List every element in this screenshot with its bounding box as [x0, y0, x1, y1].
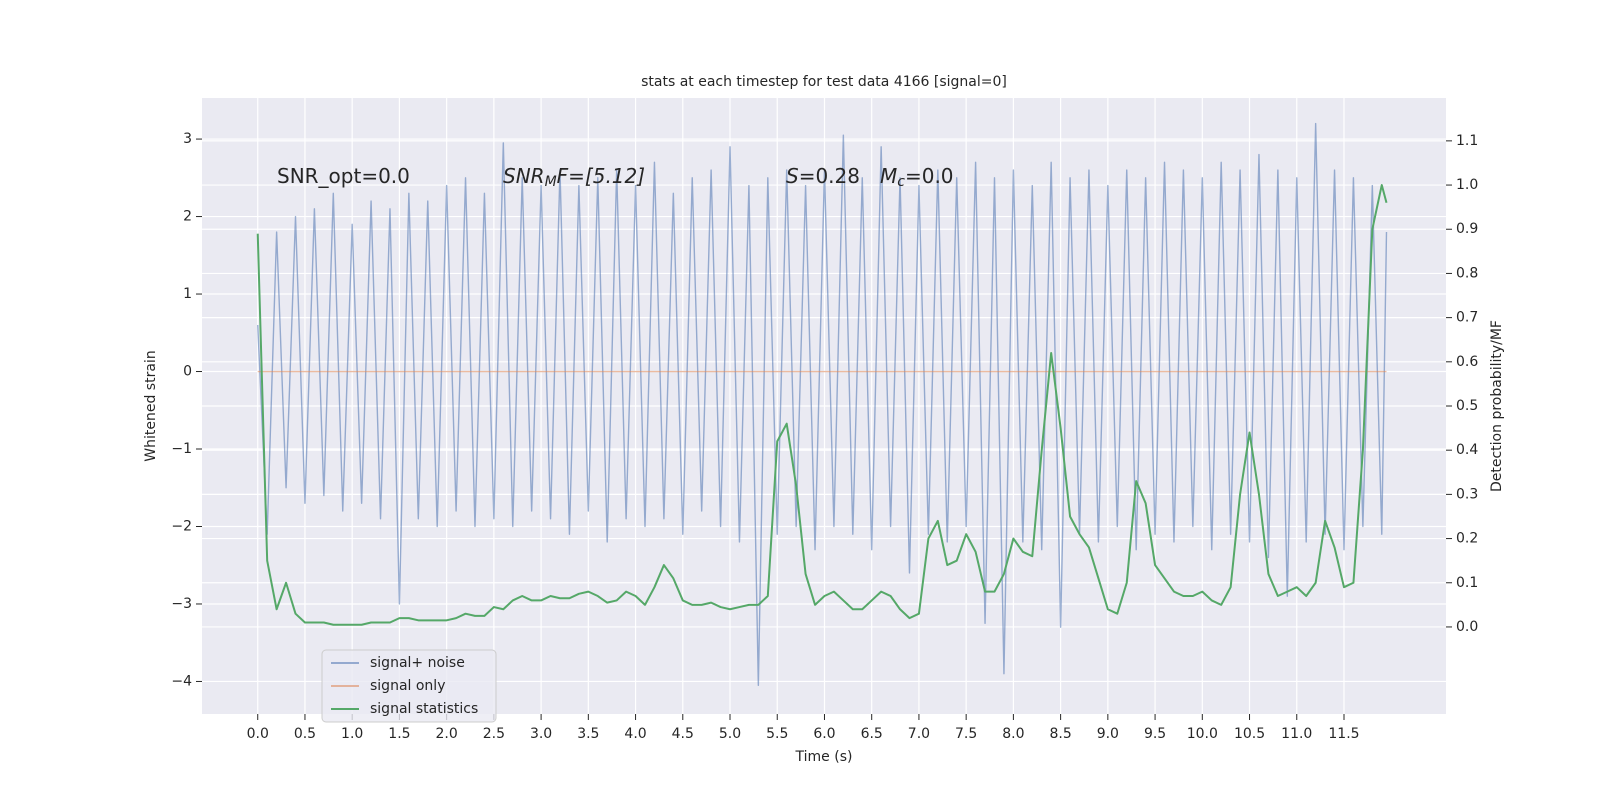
- annotation-text: F=[5.12]: [557, 164, 645, 188]
- annotation-text: =0.0: [905, 164, 954, 188]
- y2-tick-label: 0.2: [1456, 531, 1478, 547]
- annotation-text: SNR: [503, 164, 545, 188]
- y-tick-label: −3: [171, 596, 192, 612]
- y-tick-label: 1: [183, 286, 192, 302]
- x-tick-label: 6.0: [813, 726, 835, 742]
- x-tick-label: 10.5: [1234, 726, 1265, 742]
- y2-tick-label: 0.0: [1456, 619, 1478, 635]
- y2-tick-label: 1.1: [1456, 133, 1478, 149]
- y2-tick-label: 0.5: [1456, 398, 1478, 414]
- y2-tick-label: 0.1: [1456, 575, 1478, 591]
- chart-title: stats at each timestep for test data 416…: [641, 74, 1007, 90]
- y-axis-label: Whitened strain: [143, 350, 159, 461]
- y2-tick-label: 0.9: [1456, 221, 1478, 237]
- x-axis-label: Time (s): [795, 749, 853, 765]
- legend-label: signal+ noise: [370, 655, 465, 671]
- series-line: [257, 122, 1388, 687]
- legend: signal+ noise signal only signal statistic…: [321, 649, 497, 723]
- legend-label: signal only: [370, 678, 445, 694]
- annotation: SNR_opt=0.0: [277, 164, 410, 188]
- x-tick-label: 9.0: [1097, 726, 1119, 742]
- y2-tick-label: 0.3: [1456, 486, 1478, 502]
- annotation-text: =0.28: [799, 164, 860, 188]
- annotation-text: SNR_opt=0.0: [277, 164, 410, 188]
- x-tick-label: 2.5: [483, 726, 505, 742]
- x-tick-label: 1.5: [388, 726, 410, 742]
- y2-tick-label: 0.6: [1456, 354, 1478, 370]
- x-tick-label: 11.5: [1328, 726, 1359, 742]
- x-tick-label: 9.5: [1144, 726, 1166, 742]
- x-tick-label: 6.5: [861, 726, 883, 742]
- y-tick-label: 2: [183, 209, 192, 225]
- annotation-text: S: [786, 164, 799, 188]
- x-tick-label: 2.0: [436, 726, 458, 742]
- y-tick-label: −1: [171, 441, 192, 457]
- x-tick-label: 3.0: [530, 726, 552, 742]
- series-line: [256, 184, 1388, 626]
- x-tick-label: 11.0: [1281, 726, 1312, 742]
- legend-box: [321, 649, 497, 723]
- y-tick-label: −2: [171, 518, 192, 534]
- y2-tick-label: 1.0: [1456, 177, 1478, 193]
- y2-tick-label: 0.7: [1456, 310, 1478, 326]
- y-tick-label: −4: [171, 673, 192, 689]
- y2-tick-label: 0.4: [1456, 442, 1478, 458]
- x-tick-label: 5.0: [719, 726, 741, 742]
- x-tick-label: 4.0: [624, 726, 646, 742]
- x-tick-label: 5.5: [766, 726, 788, 742]
- x-tick-label: 3.5: [577, 726, 599, 742]
- annotation: S=0.28: [786, 164, 860, 188]
- annotation-text: M: [880, 164, 897, 188]
- annotation-subscript: c: [897, 174, 905, 190]
- x-tick-label: 10.0: [1187, 726, 1218, 742]
- y-tick-label: 0: [183, 364, 192, 380]
- annotation-subscript: M: [545, 174, 557, 190]
- x-tick-label: 8.0: [1002, 726, 1024, 742]
- x-tick-label: 7.5: [955, 726, 977, 742]
- x-tick-label: 1.0: [341, 726, 363, 742]
- y2-tick-label: 0.8: [1456, 265, 1478, 281]
- annotation: Mc=0.0: [880, 164, 954, 191]
- y2-axis-label: Detection probability/MF: [1489, 320, 1505, 492]
- x-tick-label: 4.5: [672, 726, 694, 742]
- x-tick-label: 7.0: [908, 726, 930, 742]
- x-tick-label: 0.5: [294, 726, 316, 742]
- y-tick-label: 3: [183, 131, 192, 147]
- x-tick-label: 0.0: [247, 726, 269, 742]
- x-tick-label: 8.5: [1049, 726, 1071, 742]
- legend-label: signal statistics: [370, 701, 478, 717]
- annotation: SNRMF=[5.12]: [503, 164, 645, 191]
